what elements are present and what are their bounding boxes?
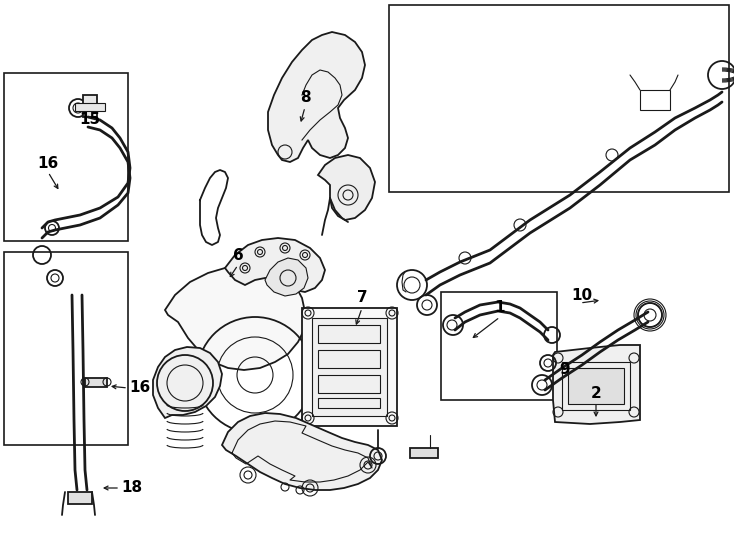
Polygon shape (225, 238, 325, 292)
Bar (389, 5, 729, 192)
Polygon shape (165, 265, 305, 370)
Bar (4, 252, 128, 445)
Text: 7: 7 (357, 291, 367, 306)
Text: 10: 10 (572, 287, 592, 302)
Text: 16: 16 (129, 381, 150, 395)
Text: 6: 6 (233, 248, 244, 264)
Polygon shape (222, 413, 382, 490)
Bar (312, 318, 387, 416)
Text: 15: 15 (79, 112, 101, 127)
Bar (318, 350, 380, 368)
Bar (441, 292, 557, 400)
Polygon shape (268, 32, 365, 162)
Bar (318, 375, 380, 393)
Bar (318, 398, 380, 408)
Bar (68, 492, 92, 504)
Bar (318, 325, 380, 343)
Polygon shape (153, 347, 222, 418)
Text: 18: 18 (121, 481, 142, 496)
Text: 8: 8 (299, 91, 310, 105)
Text: 9: 9 (560, 362, 570, 377)
Text: 2: 2 (591, 386, 601, 401)
Bar (410, 448, 438, 458)
Bar (83, 95, 97, 117)
Text: 1: 1 (495, 300, 505, 315)
Bar (562, 362, 630, 410)
Bar (85, 378, 107, 387)
Bar (4, 73, 128, 241)
Bar (640, 90, 670, 110)
Text: 16: 16 (37, 156, 59, 171)
Polygon shape (553, 345, 640, 424)
Bar (75, 103, 105, 111)
Bar (568, 368, 624, 404)
Polygon shape (265, 258, 308, 296)
Polygon shape (318, 155, 375, 220)
Bar (302, 308, 397, 426)
